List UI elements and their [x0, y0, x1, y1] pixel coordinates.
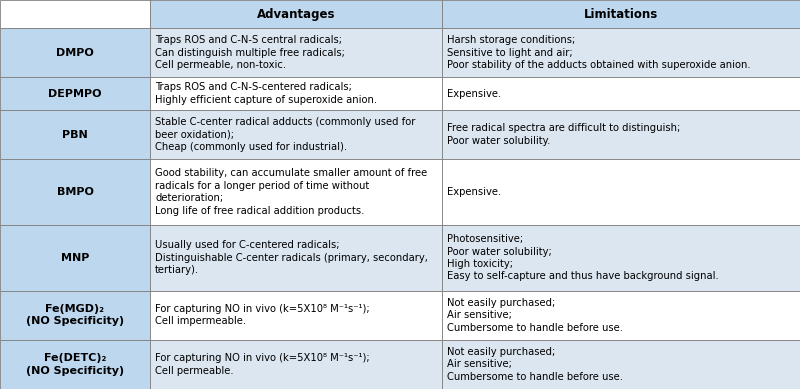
Bar	[442, 340, 800, 389]
Text: MNP: MNP	[61, 253, 89, 263]
Bar	[442, 77, 800, 110]
Text: Limitations: Limitations	[584, 7, 658, 21]
Text: For capturing NO in vivo (k=5X10⁸ M⁻¹s⁻¹);
Cell impermeable.: For capturing NO in vivo (k=5X10⁸ M⁻¹s⁻¹…	[155, 304, 370, 326]
Text: DMPO: DMPO	[56, 47, 94, 58]
Bar	[150, 28, 442, 77]
Bar	[442, 159, 800, 225]
Text: Good stability, can accumulate smaller amount of free
radicals for a longer peri: Good stability, can accumulate smaller a…	[155, 168, 427, 216]
Bar	[0, 77, 150, 110]
Bar	[442, 291, 800, 340]
Text: Fe(DETC)₂
(NO Specificity): Fe(DETC)₂ (NO Specificity)	[26, 353, 124, 376]
Bar	[0, 110, 150, 159]
Bar	[150, 110, 442, 159]
Text: DEPMPO: DEPMPO	[48, 89, 102, 99]
Text: Expensive.: Expensive.	[447, 89, 502, 99]
Bar	[442, 225, 800, 291]
Text: Traps ROS and C-N-S central radicals;
Can distinguish multiple free radicals;
Ce: Traps ROS and C-N-S central radicals; Ca…	[155, 35, 345, 70]
Text: BMPO: BMPO	[57, 187, 94, 197]
Text: Free radical spectra are difficult to distinguish;
Poor water solubility.: Free radical spectra are difficult to di…	[447, 123, 680, 146]
Text: Not easily purchased;
Air sensitive;
Cumbersome to handle before use.: Not easily purchased; Air sensitive; Cum…	[447, 347, 623, 382]
Bar	[442, 110, 800, 159]
Bar	[150, 77, 442, 110]
Bar	[442, 28, 800, 77]
Bar	[150, 340, 442, 389]
Bar	[150, 225, 442, 291]
Text: Fe(MGD)₂
(NO Specificity): Fe(MGD)₂ (NO Specificity)	[26, 304, 124, 326]
Text: Usually used for C-centered radicals;
Distinguishable C-center radicals (primary: Usually used for C-centered radicals; Di…	[155, 240, 428, 275]
Bar	[0, 159, 150, 225]
Text: For capturing NO in vivo (k=5X10⁸ M⁻¹s⁻¹);
Cell permeable.: For capturing NO in vivo (k=5X10⁸ M⁻¹s⁻¹…	[155, 353, 370, 376]
Bar	[150, 0, 442, 28]
Bar	[0, 340, 150, 389]
Text: Expensive.: Expensive.	[447, 187, 502, 197]
Text: Traps ROS and C-N-S-centered radicals;
Highly efficient capture of superoxide an: Traps ROS and C-N-S-centered radicals; H…	[155, 82, 377, 105]
Text: Photosensitive;
Poor water solubility;
High toxicity;
Easy to self-capture and t: Photosensitive; Poor water solubility; H…	[447, 234, 718, 281]
Bar	[0, 28, 150, 77]
Text: PBN: PBN	[62, 130, 88, 140]
Text: Not easily purchased;
Air sensitive;
Cumbersome to handle before use.: Not easily purchased; Air sensitive; Cum…	[447, 298, 623, 333]
Bar	[442, 0, 800, 28]
Bar	[150, 159, 442, 225]
Bar	[0, 0, 150, 28]
Text: Stable C-center radical adducts (commonly used for
beer oxidation);
Cheap (commo: Stable C-center radical adducts (commonl…	[155, 117, 415, 152]
Text: Harsh storage conditions;
Sensitive to light and air;
Poor stability of the addu: Harsh storage conditions; Sensitive to l…	[447, 35, 750, 70]
Bar	[0, 291, 150, 340]
Bar	[0, 225, 150, 291]
Text: Advantages: Advantages	[257, 7, 335, 21]
Bar	[150, 291, 442, 340]
